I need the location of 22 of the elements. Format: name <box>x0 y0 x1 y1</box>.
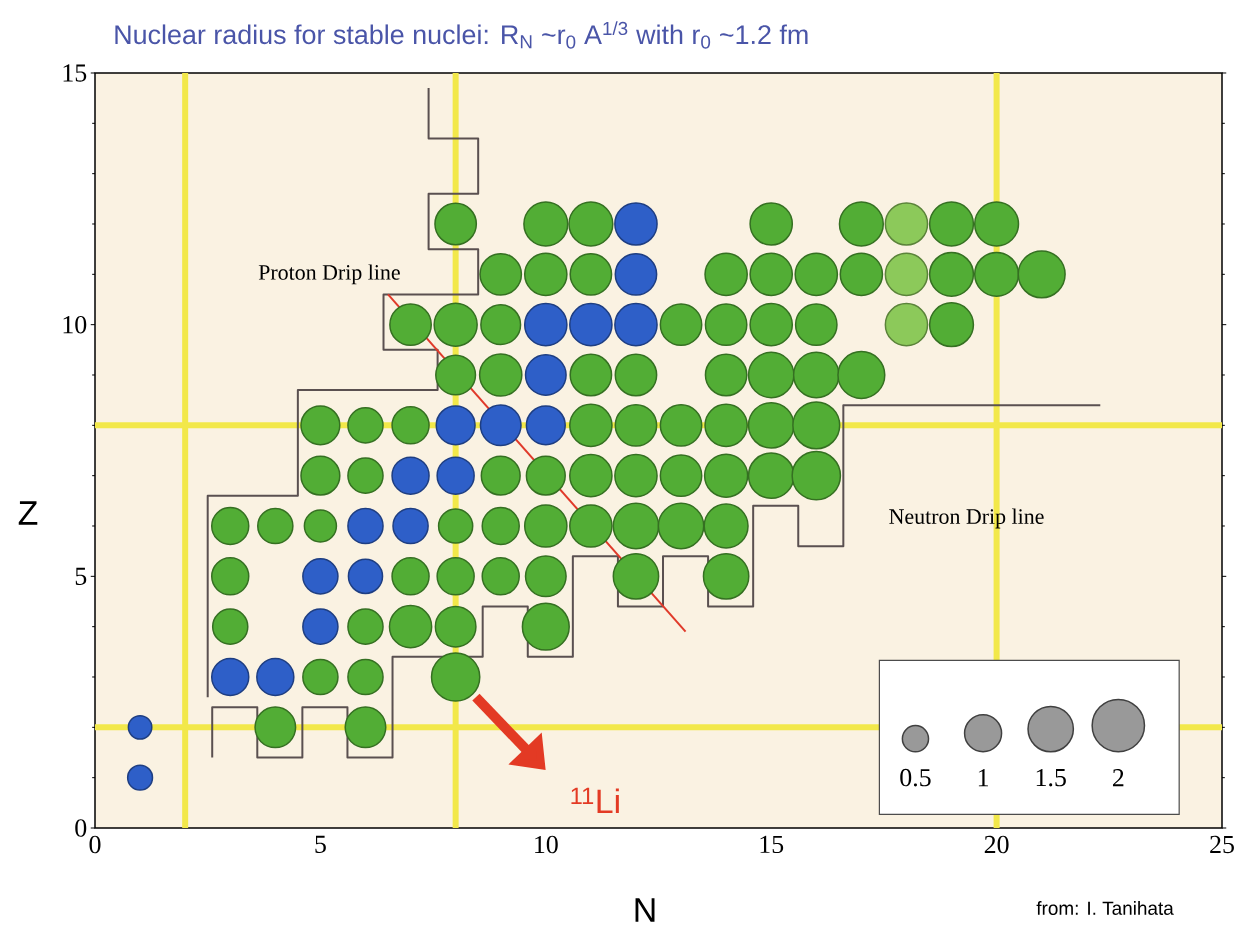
legend-label: 1 <box>978 769 988 787</box>
line-series <box>206 87 480 699</box>
text: from: I. Tanihata <box>1036 901 1174 915</box>
y-axis-title: Z <box>18 501 38 525</box>
x-tick-label: 10 <box>535 835 558 854</box>
y-tick-label: 0 <box>75 819 87 837</box>
x-tick-label: 15 <box>760 835 784 854</box>
x-tick-label: 0 <box>89 835 101 854</box>
chart-title: Nuclear radius for stable nuclei: R$_{N}$ ~r$_{0}$ A$^{1/3}$ with r$_{0}$ ~1.2 fm <box>115 21 808 49</box>
y-tick-label: 10 <box>63 315 87 334</box>
legend-label: 0.5 <box>900 768 931 787</box>
annotation: Proton Drip line <box>258 264 400 285</box>
legend-label: 1.5 <box>1036 768 1066 787</box>
y-tick-label: 15 <box>63 64 87 82</box>
x-axis-title: N <box>635 898 655 922</box>
x-tick-label: 20 <box>984 835 1009 854</box>
x-tick-label: 25 <box>1210 835 1234 854</box>
x-tick-label: 5 <box>315 835 326 853</box>
legend-label: 2 <box>1112 769 1124 787</box>
y-tick-label: 5 <box>75 567 87 585</box>
annotation: $^{11}$Li <box>571 787 619 813</box>
line-series <box>211 404 1102 759</box>
